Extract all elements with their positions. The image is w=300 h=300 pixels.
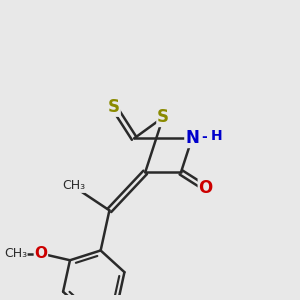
Text: O: O xyxy=(34,246,47,261)
Text: N: N xyxy=(185,129,199,147)
Text: O: O xyxy=(198,179,213,197)
Text: S: S xyxy=(108,98,120,116)
Text: CH₃: CH₃ xyxy=(62,179,85,192)
Text: H: H xyxy=(211,129,222,143)
Text: -: - xyxy=(202,130,207,145)
Text: S: S xyxy=(157,108,169,126)
Text: CH₃: CH₃ xyxy=(4,247,27,260)
